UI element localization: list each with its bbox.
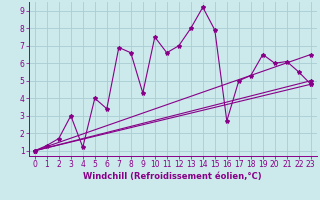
X-axis label: Windchill (Refroidissement éolien,°C): Windchill (Refroidissement éolien,°C) [84, 172, 262, 181]
